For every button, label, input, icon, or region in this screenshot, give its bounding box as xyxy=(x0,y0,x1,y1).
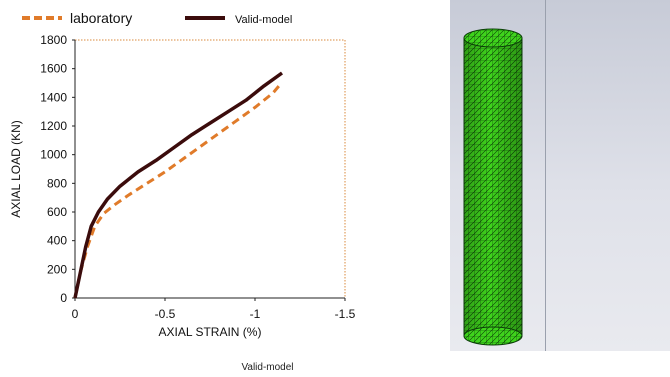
legend-label: laboratory xyxy=(70,10,132,26)
x-tick-label: 0 xyxy=(72,307,79,321)
y-tick-label: 0 xyxy=(60,291,67,305)
series-line-laboratory xyxy=(73,83,282,299)
plot-area-border xyxy=(74,39,346,299)
y-tick-label: 1400 xyxy=(40,90,67,104)
series-line-valid-model xyxy=(73,71,284,299)
y-tick-label: 400 xyxy=(47,234,67,248)
y-tick-label: 1800 xyxy=(40,33,67,47)
y-tick-label: 1200 xyxy=(40,119,67,133)
axial-load-strain-chart: 0 200 400 600 800 1000 1200 1400 1600 1800 0 -0.5 -1… xyxy=(9,10,356,339)
legend-label: Valid-model xyxy=(235,14,292,26)
x-tick-label: -0.5 xyxy=(155,307,176,321)
fea-model-panel xyxy=(450,0,670,351)
fea-model-graphics xyxy=(463,28,523,346)
y-tick-label: 1600 xyxy=(40,62,67,76)
x-tick-label: -1 xyxy=(250,307,261,321)
y-tick-label: 1000 xyxy=(40,148,67,162)
y-tick-label: 800 xyxy=(47,176,67,190)
x-axis-label: AXIAL STRAIN (%) xyxy=(159,325,262,339)
y-tick-label: 200 xyxy=(47,262,67,276)
chart-panel: 0 200 400 600 800 1000 1200 1400 1600 1800 0 -0.5 -1… xyxy=(0,0,360,350)
y-tick-label: 600 xyxy=(47,205,67,219)
figure-caption: Valid-model xyxy=(241,362,294,373)
y-axis-label: AXIAL LOAD (KN) xyxy=(9,120,23,218)
green-mesh-column xyxy=(463,28,523,346)
x-tick-label: -1.5 xyxy=(335,307,356,321)
